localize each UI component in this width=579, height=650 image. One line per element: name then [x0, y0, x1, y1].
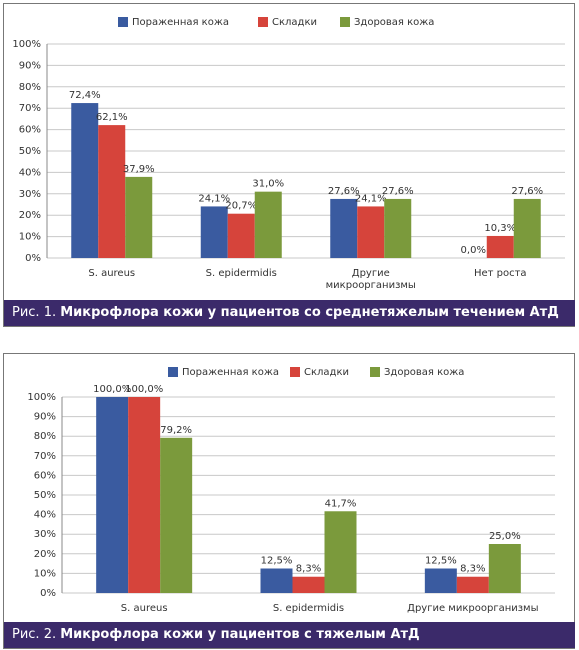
figure-label: Рис. 1. — [12, 305, 57, 320]
bar — [260, 568, 293, 593]
y-tick-label: 90% — [19, 60, 41, 71]
bar — [330, 198, 358, 258]
y-tick-label: 100% — [27, 392, 56, 403]
legend-label: Складки — [304, 367, 349, 378]
legend-swatch — [258, 17, 268, 27]
y-tick-label: 100% — [12, 39, 41, 50]
x-tick-label: Другие микроорганизмы — [407, 603, 539, 614]
bar — [128, 397, 161, 593]
bar — [160, 437, 193, 593]
value-label: 79,2% — [160, 425, 192, 436]
y-tick-label: 30% — [19, 189, 41, 200]
bar — [488, 544, 521, 593]
value-label: 62,1% — [96, 112, 128, 123]
bar — [227, 213, 255, 258]
bar — [384, 198, 412, 258]
value-label: 24,1% — [355, 193, 387, 204]
y-tick-label: 40% — [34, 510, 56, 521]
bar — [96, 397, 129, 593]
legend-label: Складки — [272, 17, 317, 28]
y-tick-label: 10% — [34, 568, 56, 579]
value-label: 20,7% — [225, 201, 257, 212]
y-tick-label: 0% — [40, 588, 56, 599]
value-label: 27,6% — [328, 186, 360, 197]
value-label: 37,9% — [123, 164, 155, 175]
y-tick-label: 20% — [34, 549, 56, 560]
chart-title: Микрофлора кожи у пациентов со среднетяж… — [60, 305, 559, 320]
value-label: 100,0% — [93, 384, 131, 395]
value-label: 31,0% — [252, 179, 284, 190]
y-tick-label: 10% — [19, 232, 41, 243]
bar — [486, 235, 514, 258]
x-tick-label: S. aureus — [88, 268, 136, 279]
bar — [513, 198, 541, 258]
value-label: 100,0% — [125, 384, 163, 395]
value-label: 27,6% — [511, 186, 543, 197]
y-tick-label: 70% — [34, 451, 56, 462]
value-label: 0,0% — [461, 245, 486, 256]
y-tick-label: 50% — [34, 490, 56, 501]
y-tick-label: 60% — [34, 470, 56, 481]
caption: Рис. 2. Микрофлора кожи у пациентов с тя… — [4, 622, 575, 648]
legend-swatch — [290, 367, 300, 377]
bar — [125, 176, 153, 258]
figure-panel — [3, 3, 575, 327]
x-tick-label: Нет роста — [473, 268, 527, 279]
y-tick-label: 40% — [19, 167, 41, 178]
value-label: 72,4% — [69, 90, 101, 101]
y-tick-label: 60% — [19, 125, 41, 136]
x-tick-label: S. aureus — [120, 603, 168, 614]
y-tick-label: 50% — [19, 146, 41, 157]
value-label: 41,7% — [325, 498, 357, 509]
legend-label: Здоровая кожа — [384, 367, 464, 378]
value-label: 8,3% — [296, 564, 321, 575]
y-tick-label: 80% — [19, 82, 41, 93]
bar — [324, 511, 357, 593]
legend-swatch — [118, 17, 128, 27]
y-tick-label: 70% — [19, 103, 41, 114]
figure-label: Рис. 2. — [12, 627, 57, 642]
y-tick-label: 20% — [19, 210, 41, 221]
legend-label: Пораженная кожа — [132, 17, 229, 28]
bar — [292, 576, 325, 593]
bar — [200, 206, 228, 258]
value-label: 25,0% — [489, 531, 521, 542]
chart-title: Микрофлора кожи у пациентов с тяжелым Ат… — [60, 627, 420, 642]
value-label: 8,3% — [460, 564, 485, 575]
y-tick-label: 0% — [25, 253, 41, 264]
legend-swatch — [340, 17, 350, 27]
legend-swatch — [168, 367, 178, 377]
legend-swatch — [370, 367, 380, 377]
figure-panel — [3, 353, 575, 649]
legend-label: Пораженная кожа — [182, 367, 279, 378]
value-label: 12,5% — [425, 556, 457, 567]
bar — [357, 206, 385, 258]
value-label: 10,3% — [484, 223, 516, 234]
x-tick-label: S. epidermidis — [272, 603, 345, 614]
x-tick-label: S. epidermidis — [205, 268, 277, 279]
legend-label: Здоровая кожа — [354, 17, 434, 28]
bar — [456, 576, 489, 593]
bar — [98, 125, 126, 258]
y-tick-label: 80% — [34, 431, 56, 442]
bar — [71, 103, 99, 259]
bar — [424, 568, 457, 593]
caption: Рис. 1. Микрофлора кожи у пациентов со с… — [4, 300, 575, 326]
bar — [254, 191, 282, 258]
value-label: 27,6% — [382, 186, 414, 197]
value-label: 12,5% — [261, 556, 293, 567]
y-tick-label: 30% — [34, 529, 56, 540]
value-label: 24,1% — [198, 193, 230, 204]
y-tick-label: 90% — [34, 412, 56, 423]
x-tick-label: Другие микроорганизмы — [325, 268, 416, 291]
